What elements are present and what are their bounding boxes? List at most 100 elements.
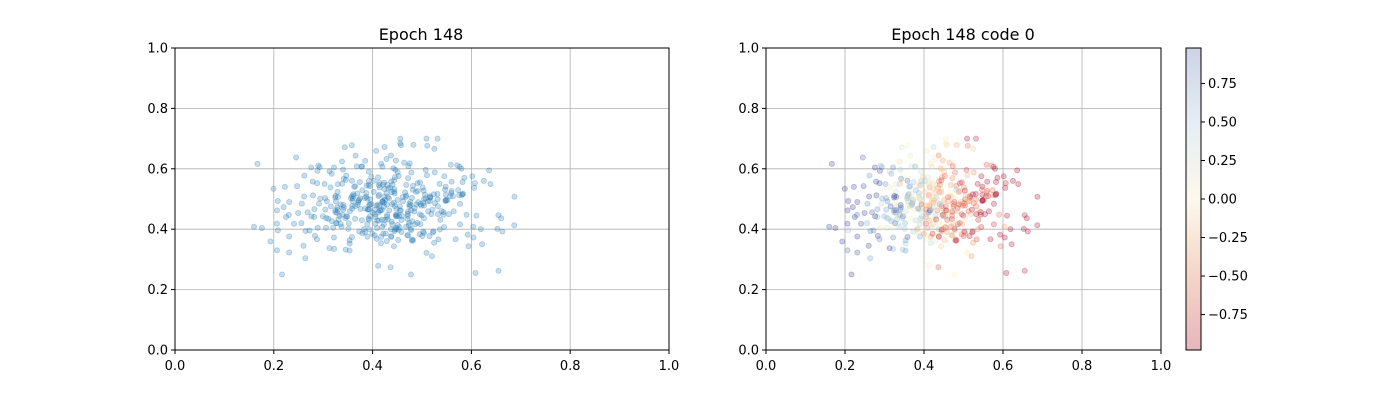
- scatter-point: [966, 233, 973, 240]
- scatter-point: [390, 243, 397, 250]
- scatter-point: [928, 163, 935, 170]
- scatter-point: [404, 215, 411, 222]
- scatter-point: [336, 212, 343, 219]
- scatter-point: [905, 191, 912, 198]
- scatter-point: [950, 201, 957, 208]
- scatter-point: [1009, 177, 1016, 184]
- scatter-point: [887, 203, 894, 210]
- scatter-point: [926, 182, 933, 189]
- x-tick-label: 0.8: [560, 359, 581, 374]
- scatter-point: [951, 207, 958, 214]
- scatter-point: [969, 228, 976, 235]
- scatter-point: [443, 197, 450, 204]
- scatter-point: [376, 179, 383, 186]
- scatter-point: [933, 193, 940, 200]
- scatter-point: [949, 232, 956, 239]
- scatter-point: [314, 224, 321, 231]
- scatter-point: [306, 227, 313, 234]
- scatter-point: [898, 175, 905, 182]
- scatter-point: [938, 226, 945, 233]
- scatter-point: [961, 184, 968, 191]
- scatter-point: [333, 220, 340, 227]
- scatter-point: [405, 163, 412, 170]
- scatter-point: [973, 196, 980, 203]
- scatter-point: [866, 172, 873, 179]
- scatter-point: [904, 233, 911, 240]
- scatter-point: [353, 163, 360, 170]
- scatter-point: [876, 180, 883, 187]
- scatter-point: [511, 193, 518, 200]
- points: [826, 135, 1041, 278]
- scatter-point: [356, 228, 363, 235]
- scatter-point: [394, 221, 401, 228]
- scatter-point: [308, 213, 315, 220]
- y-tick-label: 0.8: [738, 102, 759, 117]
- scatter-point: [956, 219, 963, 226]
- scatter-point: [380, 230, 387, 237]
- scatter-point: [927, 233, 934, 240]
- scatter-point: [892, 209, 899, 216]
- scatter-point: [361, 194, 368, 201]
- scatter-point: [340, 201, 347, 208]
- scatter-point: [943, 207, 950, 214]
- scatter-point: [375, 209, 382, 216]
- scatter-point: [420, 202, 427, 209]
- scatter-point: [925, 201, 932, 208]
- colorbar-tick-label: −0.50: [1208, 270, 1248, 285]
- scatter-point: [322, 195, 329, 202]
- scatter-point: [910, 196, 917, 203]
- scatter-point: [477, 226, 484, 233]
- scatter-point: [892, 219, 899, 226]
- scatter-point: [364, 220, 371, 227]
- scatter-point: [997, 243, 1004, 250]
- scatter-point: [883, 195, 890, 202]
- scatter-point: [927, 207, 934, 214]
- scatter-point: [921, 209, 928, 216]
- scatter-point: [930, 221, 937, 228]
- scatter-point: [444, 197, 451, 204]
- scatter-point: [368, 201, 375, 208]
- scatter-point: [346, 247, 353, 254]
- scatter-point: [969, 191, 976, 198]
- scatter-point: [956, 201, 963, 208]
- scatter-point: [379, 198, 386, 205]
- scatter-point: [907, 152, 914, 159]
- scatter-point: [415, 199, 422, 206]
- scatter-point: [326, 168, 333, 175]
- scatter-point: [1001, 234, 1008, 241]
- x-tick-label: 0.0: [165, 359, 186, 374]
- scatter-point: [970, 200, 977, 207]
- scatter-point: [395, 226, 402, 233]
- scatter-point: [993, 191, 1000, 198]
- scatter-point: [389, 221, 396, 228]
- scatter-point: [487, 180, 494, 187]
- scatter-point: [298, 200, 305, 207]
- scatter-point: [926, 207, 933, 214]
- scatter-point: [355, 199, 362, 206]
- scatter-point: [347, 195, 354, 202]
- scatter-point: [346, 240, 353, 247]
- scatter-point: [463, 211, 470, 218]
- scatter-point: [979, 186, 986, 193]
- scatter-point: [332, 192, 339, 199]
- scatter-point: [366, 213, 373, 220]
- scatter-point: [938, 186, 945, 193]
- scatter-point: [274, 197, 281, 204]
- scatter-point: [1021, 212, 1028, 219]
- scatter-point: [947, 181, 954, 188]
- scatter-point: [867, 255, 874, 262]
- scatter-point: [378, 206, 385, 213]
- scatter-point: [930, 179, 937, 186]
- scatter-point: [932, 211, 939, 218]
- scatter-point: [938, 190, 945, 197]
- scatter-point: [379, 198, 386, 205]
- scatter-point: [934, 195, 941, 202]
- scatter-point: [848, 271, 855, 278]
- scatter-point: [917, 206, 924, 213]
- scatter-point: [899, 215, 906, 222]
- y-tick-label: 0.4: [147, 223, 168, 238]
- scatter-point: [935, 226, 942, 233]
- x-axis: 0.0 0.2 0.4 0.6 0.8 1.0: [165, 350, 679, 374]
- scatter-point: [943, 135, 950, 142]
- scatter-point: [420, 229, 427, 236]
